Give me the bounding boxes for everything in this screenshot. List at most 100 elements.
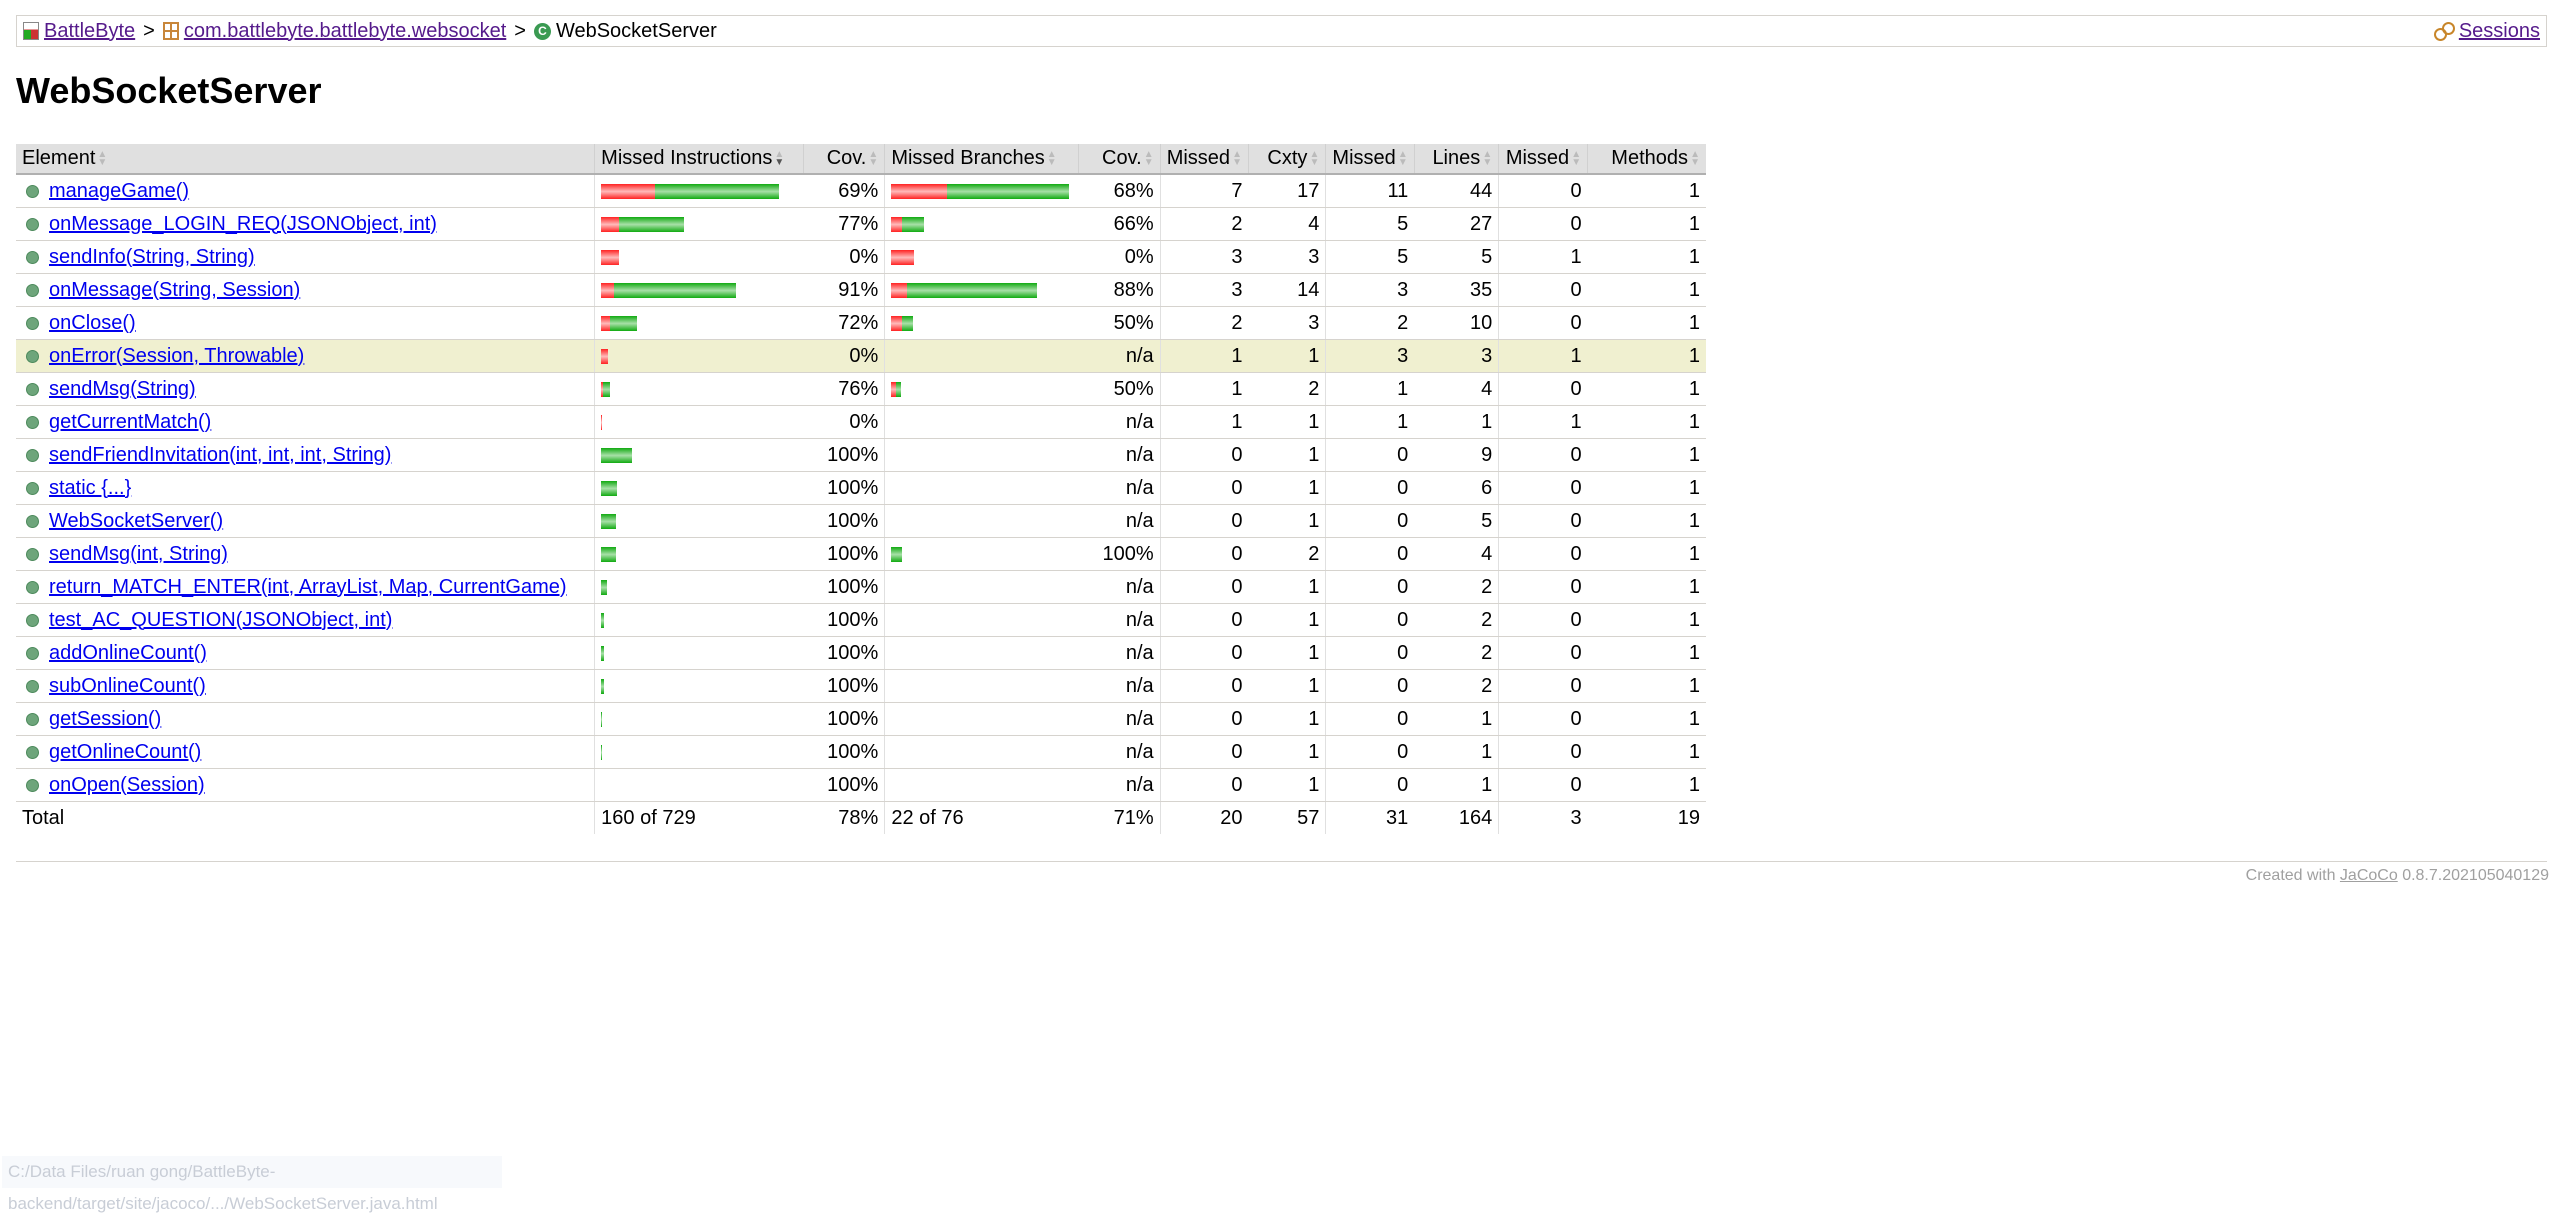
column-header-9[interactable]: Missed ▲ ▼: [1498, 144, 1588, 175]
sort-icon[interactable]: ▲ ▼: [1571, 148, 1582, 168]
breadcrumb-project-link[interactable]: BattleByte: [44, 19, 136, 42]
instructions-covered-segment: [655, 183, 780, 199]
instruction-coverage: 0%: [803, 405, 885, 439]
method-link[interactable]: manageGame(): [49, 179, 190, 202]
instructions-bar: [601, 414, 797, 430]
sort-icon[interactable]: ▲ ▼: [1143, 148, 1154, 168]
column-header-7[interactable]: Missed ▲ ▼: [1325, 144, 1415, 175]
instructions-covered-segment: [601, 546, 617, 562]
column-header-5[interactable]: Missed ▲ ▼: [1159, 144, 1249, 175]
metric-cx: 2: [1248, 372, 1326, 406]
missed-branches-cell: [884, 471, 1079, 505]
sort-icon[interactable]: ▲ ▼: [97, 148, 108, 168]
element-cell: sendMsg(String): [16, 372, 595, 406]
sort-icon[interactable]: ▲ ▼: [1482, 148, 1493, 168]
instructions-missed-segment: [601, 315, 611, 331]
sort-icon[interactable]: ▲ ▼: [1309, 148, 1320, 168]
sessions-link[interactable]: Sessions: [2458, 19, 2540, 42]
metric-mc: 0: [1159, 603, 1249, 637]
method-link[interactable]: getCurrentMatch(): [49, 410, 212, 433]
metric-mc: 1: [1159, 372, 1249, 406]
method-link[interactable]: sendInfo(String, String): [49, 245, 255, 268]
missed-branches-cell: [884, 207, 1079, 241]
branch-coverage: n/a: [1078, 438, 1161, 472]
missed-branches-cell: [884, 735, 1079, 769]
metric-mc: 0: [1159, 537, 1249, 571]
class-icon: C: [533, 22, 551, 40]
sort-icon[interactable]: ▲ ▼: [1046, 148, 1057, 168]
method-link[interactable]: onClose(): [49, 311, 136, 334]
metric-mt: 1: [1587, 570, 1706, 604]
column-header-3[interactable]: Missed Branches ▲ ▼: [884, 144, 1079, 175]
method-link[interactable]: onError(Session, Throwable): [49, 344, 305, 367]
branch-coverage: n/a: [1078, 768, 1161, 802]
sort-icon[interactable]: ▲ ▼: [868, 148, 879, 168]
metric-mm: 1: [1498, 405, 1588, 439]
sort-icon[interactable]: ▲ ▼: [1397, 148, 1408, 168]
method-link[interactable]: WebSocketServer(): [49, 509, 224, 532]
branch-coverage: n/a: [1078, 735, 1161, 769]
total-icov: 78%: [838, 806, 879, 829]
metric-cx: 1: [1248, 735, 1326, 769]
instructions-bar: [601, 778, 797, 793]
missed-branches-cell: [884, 372, 1079, 406]
method-link[interactable]: getOnlineCount(): [49, 740, 202, 763]
method-link[interactable]: onMessage(String, Session): [49, 278, 301, 301]
metric-ml: 5: [1325, 207, 1415, 241]
branches-bar: [891, 712, 1072, 727]
column-header-10[interactable]: Methods ▲ ▼: [1587, 144, 1706, 175]
method-link[interactable]: sendMsg(String): [49, 377, 196, 400]
column-header-0[interactable]: Element ▲ ▼: [16, 144, 595, 175]
missed-branches-cell: [884, 306, 1079, 340]
method-link[interactable]: return_MATCH_ENTER(int, ArrayList, Map, …: [49, 575, 567, 598]
method-link[interactable]: static {...}: [49, 476, 132, 499]
column-header-1[interactable]: Missed Instructions ▲ ▼: [594, 144, 804, 175]
method-link[interactable]: onMessage_LOGIN_REQ(JSONObject, int): [49, 212, 437, 235]
sessions-icon: [2433, 22, 2455, 41]
missed-branches-cell: [884, 537, 1079, 571]
element-cell: static {...}: [16, 471, 595, 505]
metric-mm: 0: [1498, 273, 1588, 307]
total-bcov: 71%: [1113, 806, 1154, 829]
jacoco-link[interactable]: JaCoCo: [2339, 867, 2398, 884]
table-row: onMessage(String, Session) 91% 88% 3 14 3 35 0 1: [16, 273, 1706, 307]
metric-cx: 2: [1248, 537, 1326, 571]
metric-cx: 3: [1248, 306, 1326, 340]
column-header-2[interactable]: Cov. ▲ ▼: [802, 144, 885, 175]
method-link[interactable]: sendMsg(int, String): [49, 542, 228, 565]
missed-instructions-cell: [594, 768, 804, 802]
method-link[interactable]: subOnlineCount(): [49, 674, 206, 697]
branch-coverage: n/a: [1078, 570, 1161, 604]
sort-icon[interactable]: ▲ ▼: [1690, 148, 1700, 168]
column-header-8[interactable]: Lines ▲ ▼: [1413, 144, 1499, 175]
metric-cx: 1: [1248, 702, 1326, 736]
branches-bar: [891, 381, 1072, 397]
instruction-coverage: 100%: [803, 735, 885, 769]
column-header-6[interactable]: Cxty ▲ ▼: [1248, 144, 1326, 175]
column-header-4[interactable]: Cov. ▲ ▼: [1077, 144, 1161, 175]
method-link[interactable]: addOnlineCount(): [49, 641, 207, 664]
missed-instructions-cell: [594, 405, 804, 439]
method-link[interactable]: getSession(): [49, 707, 162, 730]
report-icon: [23, 22, 39, 40]
instruction-coverage: 100%: [803, 636, 885, 670]
missed-instructions-cell: [594, 306, 804, 340]
method-link[interactable]: sendFriendInvitation(int, int, int, Stri…: [49, 443, 392, 466]
total-label: Total: [22, 806, 65, 829]
metric-mt: 1: [1587, 669, 1706, 703]
method-link[interactable]: test_AC_QUESTION(JSONObject, int): [49, 608, 393, 631]
instruction-coverage: 0%: [803, 339, 885, 373]
instruction-coverage: 100%: [803, 537, 885, 571]
branches-bar: [891, 183, 1072, 199]
breadcrumb-package-link[interactable]: com.battlebyte.battlebyte.websocket: [183, 19, 507, 42]
metric-ml: 0: [1325, 570, 1415, 604]
method-link[interactable]: onOpen(Session): [49, 773, 205, 796]
metric-ln: 44: [1414, 174, 1499, 208]
sort-icon[interactable]: ▲ ▼: [1232, 148, 1243, 168]
sort-icon[interactable]: ▲ ▼: [774, 148, 785, 168]
instructions-missed-segment: [601, 282, 615, 298]
metric-cx: 1: [1248, 471, 1326, 505]
metric-ml: 1: [1325, 405, 1415, 439]
missed-instructions-cell: [594, 504, 804, 538]
instructions-covered-segment: [601, 513, 617, 529]
